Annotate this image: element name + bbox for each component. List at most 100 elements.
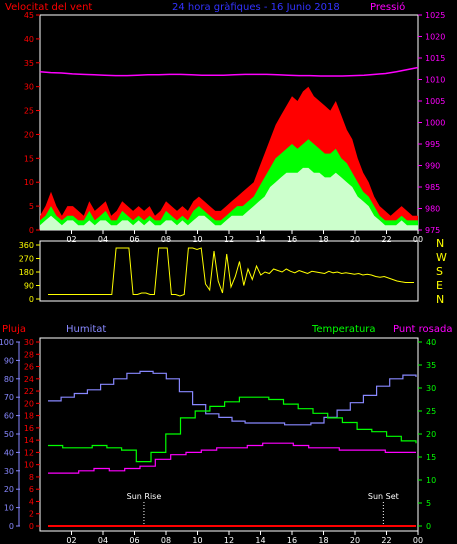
temperature-y-tick-label: 40	[426, 338, 436, 347]
rain-y-tick-label: 28	[24, 350, 34, 359]
dewpoint-label: Punt rosada	[393, 324, 452, 335]
wind-x-tick-label: 04	[98, 235, 108, 244]
climate-x-tick-label: 18	[318, 536, 328, 544]
pressure-y-tick-label: 1025	[425, 11, 445, 20]
humidity-y-tick-label: 60	[4, 412, 14, 421]
wind-y-tick-label: 20	[24, 130, 34, 139]
climate-x-tick-label: 02	[66, 536, 76, 544]
wind-y-tick-label: 0	[29, 226, 34, 235]
direction-y-tick-label: 180	[19, 268, 34, 277]
compass-label: N	[436, 237, 444, 250]
wind-y-tick-label: 15	[24, 154, 34, 163]
sun-annotations: Sun Rise Sun Set	[127, 492, 399, 526]
temperature-y-tick-label: 5	[426, 499, 431, 508]
humidity-y-tick-label: 80	[4, 375, 14, 384]
rain-y-tick-label: 0	[29, 522, 34, 531]
wind-x-tick-label: 10	[192, 235, 202, 244]
rain-label: Pluja	[2, 324, 26, 335]
temperature-label: Temperatura	[311, 324, 376, 335]
temperature-y-tick-label: 0	[426, 522, 431, 531]
sun-marker-label: Sun Set	[368, 492, 399, 501]
wind-x-tick-label: 14	[255, 235, 265, 244]
climate-x-tick-label: 08	[161, 536, 171, 544]
rain-y-tick-label: 12	[24, 448, 34, 457]
wind-x-tick-label: 22	[381, 235, 391, 244]
pressure-y-tick-label: 975	[425, 226, 440, 235]
rain-y-tick-label: 6	[29, 485, 34, 494]
humidity-y-tick-label: 0	[9, 522, 14, 531]
climate-x-tick-label: 16	[287, 536, 297, 544]
rain-y-tick-label: 14	[24, 436, 34, 445]
rain-y-tick-label: 18	[24, 412, 34, 421]
temperature-y-tick-label: 15	[426, 453, 436, 462]
humidity-y-tick-label: 90	[4, 356, 14, 365]
climate-series	[48, 370, 417, 527]
rain-y-tick-label: 2	[29, 510, 34, 519]
wind-x-tick-label: 08	[161, 235, 171, 244]
wind-y-tick-label: 35	[24, 59, 34, 68]
climate-x-tick-label: 06	[129, 536, 139, 544]
wind-y-tick-label: 25	[24, 107, 34, 116]
pressure-y-tick-label: 1015	[425, 54, 445, 63]
temperature-line	[48, 396, 417, 463]
compass-label: N	[436, 293, 444, 306]
temperature-y-axis: 0 5 10 15 20 25 30 35 40	[418, 338, 436, 531]
wind-x-tick-label: 20	[350, 235, 360, 244]
rain-y-tick-label: 22	[24, 387, 34, 396]
humidity-y-axis: 0 10 20 30 40 50 60 70 80 90 100	[0, 338, 20, 531]
humidity-y-tick-label: 20	[4, 485, 14, 494]
wind-y-tick-label: 10	[24, 178, 34, 187]
compass-label: S	[436, 265, 443, 278]
pressure-y-tick-label: 1000	[425, 119, 445, 128]
direction-panel-frame	[39, 240, 419, 302]
chart-title: 24 hora gràfiques - 16 Junio 2018	[172, 1, 340, 13]
wind-x-tick-label: 02	[66, 235, 76, 244]
climate-x-tick-label: 10	[192, 536, 202, 544]
wind-x-tick-label: 18	[318, 235, 328, 244]
rain-y-tick-label: 20	[24, 399, 34, 408]
wind-panel: Velocitat del vent 24 hora gràfiques - 1…	[5, 1, 445, 244]
wind-x-tick-label: 00	[413, 235, 423, 244]
temperature-y-tick-label: 30	[426, 384, 436, 393]
wind-x-tick-label: 12	[224, 235, 234, 244]
rain-y-tick-label: 16	[24, 424, 34, 433]
temperature-y-tick-label: 25	[426, 407, 436, 416]
dewpoint-line	[48, 442, 416, 474]
compass-label: E	[436, 279, 443, 292]
humidity-y-tick-label: 10	[4, 504, 14, 513]
average-area	[40, 167, 418, 230]
pressure-y-tick-label: 995	[425, 140, 440, 149]
temperature-y-tick-label: 20	[426, 430, 436, 439]
wind-x-tick-label: 06	[129, 235, 139, 244]
climate-x-tick-label: 12	[224, 536, 234, 544]
pressure-y-tick-label: 985	[425, 183, 440, 192]
climate-x-tick-label: 14	[255, 536, 265, 544]
climate-panel-frame	[39, 337, 419, 532]
humidity-y-tick-label: 100	[0, 338, 14, 347]
rain-y-tick-label: 10	[24, 461, 34, 470]
rain-y-tick-label: 24	[24, 375, 34, 384]
direction-y-axis: 0 90 180 270 360	[19, 241, 40, 304]
rain-y-tick-label: 30	[24, 338, 34, 347]
humidity-label: Humitat	[66, 324, 106, 335]
climate-panel: Pluja Humitat Temperatura Punt rosada 0 1…	[0, 324, 452, 544]
sun-marker-label: Sun Rise	[127, 492, 162, 501]
temperature-y-tick-label: 10	[426, 476, 436, 485]
pressure-y-tick-label: 1010	[425, 76, 445, 85]
rain-y-tick-label: 8	[29, 473, 34, 482]
pressure-y-tick-label: 980	[425, 205, 440, 214]
humidity-y-tick-label: 50	[4, 430, 14, 439]
direction-line	[48, 247, 414, 297]
direction-y-tick-label: 270	[19, 255, 34, 264]
wind-y-tick-label: 45	[24, 11, 34, 20]
direction-y-tick-label: 90	[24, 282, 34, 291]
pressure-label: Pressió	[370, 1, 405, 13]
rain-y-tick-label: 26	[24, 363, 34, 372]
direction-y-tick-label: 0	[29, 295, 34, 304]
wind-y-tick-label: 30	[24, 83, 34, 92]
pressure-y-tick-label: 990	[425, 162, 440, 171]
